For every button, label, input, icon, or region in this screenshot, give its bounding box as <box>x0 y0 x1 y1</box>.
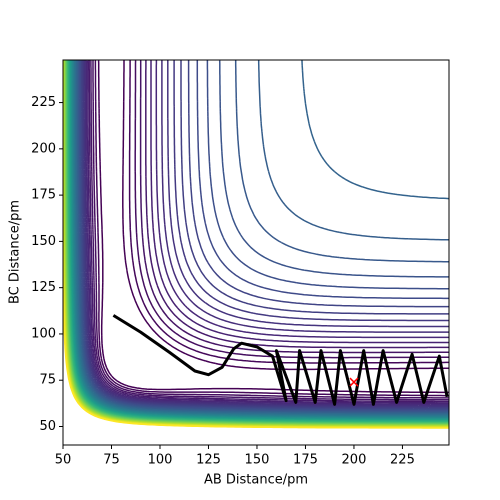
contour <box>65 60 449 425</box>
y-tick-label: 175 <box>31 188 56 203</box>
contour <box>68 60 449 422</box>
x-tick-label: 150 <box>245 453 270 468</box>
contour <box>73 60 449 417</box>
contour <box>67 60 449 423</box>
x-tick-label: 100 <box>148 453 173 468</box>
contour <box>86 60 449 404</box>
x-tick-label: 225 <box>390 453 415 468</box>
trajectory-line <box>112 314 449 406</box>
y-tick-label: 50 <box>39 419 56 434</box>
contour <box>84 60 449 407</box>
contour <box>66 60 449 424</box>
contour-group <box>63 60 449 429</box>
contour <box>67 60 449 423</box>
contour <box>66 60 449 424</box>
contour <box>68 60 449 422</box>
contour <box>81 60 449 410</box>
x-tick-label: 75 <box>103 453 120 468</box>
y-tick-label: 200 <box>31 141 56 156</box>
contour <box>88 60 449 403</box>
contour <box>94 60 449 397</box>
y-axis-label: BC Distance/pm <box>8 200 23 304</box>
plot-frame <box>62 59 450 446</box>
x-tick-label: 125 <box>196 453 221 468</box>
contour <box>69 60 449 421</box>
y-tick-label: 225 <box>31 95 56 110</box>
contour <box>73 60 449 417</box>
contour <box>76 60 449 414</box>
contour <box>83 60 449 408</box>
contour <box>69 60 449 421</box>
x-tick-label: 200 <box>342 453 367 468</box>
trajectory-group <box>112 314 449 406</box>
y-tick-label: 100 <box>31 326 56 341</box>
contour <box>66 60 449 423</box>
contour <box>82 60 449 409</box>
contour <box>85 60 449 405</box>
contour <box>65 60 449 424</box>
contour <box>68 60 449 421</box>
contour <box>79 60 449 411</box>
x-tick-label: 175 <box>293 453 318 468</box>
y-tick-label: 150 <box>31 234 56 249</box>
x-tick-label: 50 <box>55 453 72 468</box>
x-axis-label: AB Distance/pm <box>204 473 308 488</box>
y-tick-label: 75 <box>39 373 56 388</box>
start-marker <box>349 377 359 387</box>
y-tick-label: 125 <box>31 280 56 295</box>
